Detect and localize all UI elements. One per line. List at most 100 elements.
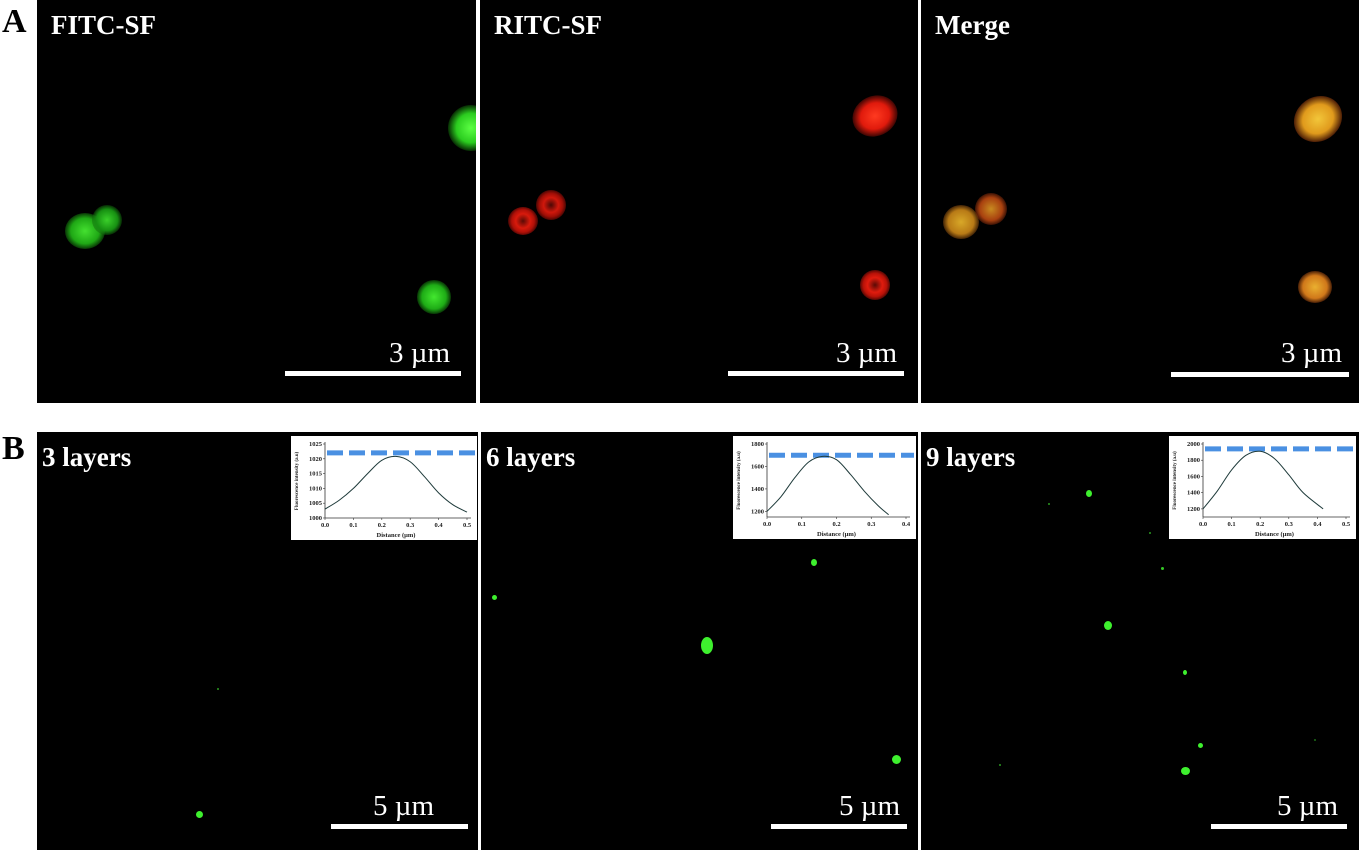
panel-title: 6 layers <box>486 442 576 472</box>
scalebar-label: 3 µm <box>389 337 451 369</box>
intensity-profile-inset: 0.0 0.1 0.2 0.3 0.4 1200 1400 1600 1800 Distance … <box>733 436 916 539</box>
merged-particle <box>1284 86 1352 152</box>
x-tick-label: 0.0 <box>1199 521 1207 528</box>
x-tick-label: 0.0 <box>321 522 329 529</box>
y-tick-label: 1400 <box>1187 490 1200 497</box>
y-tick-label: 1025 <box>309 441 323 448</box>
y-tick-label: 1010 <box>309 485 322 492</box>
x-tick-label: 0.2 <box>378 522 386 529</box>
y-tick-label: 1005 <box>309 500 323 507</box>
row-b-label: B <box>2 430 25 467</box>
panel-ritc-sf: RITC-SF 3 µm <box>480 0 918 403</box>
green-dot <box>1181 767 1190 775</box>
green-dot <box>1198 743 1203 748</box>
scalebar <box>771 824 907 829</box>
intensity-profile-line <box>324 455 468 513</box>
panel-title: FITC-SF <box>51 10 157 40</box>
y-tick-label: 1020 <box>309 456 322 463</box>
red-particle <box>508 207 538 235</box>
merged-particle <box>943 205 979 239</box>
intensity-profile-line <box>1202 450 1324 510</box>
x-axis-title: Distance (µm) <box>1255 531 1294 538</box>
scalebar-label: 3 µm <box>836 337 898 369</box>
y-tick-label: 1015 <box>309 471 323 478</box>
red-particle <box>860 270 890 300</box>
y-tick-label: 1200 <box>1187 506 1200 513</box>
x-tick-label: 0.1 <box>798 521 806 528</box>
x-tick-label: 0.5 <box>463 522 472 529</box>
panel-title: Merge <box>935 10 1010 40</box>
y-tick-label: 1600 <box>1187 473 1200 480</box>
x-axis-title: Distance (µm) <box>817 531 856 538</box>
intensity-profile-inset: 0.0 0.1 0.2 0.3 0.4 0.5 1000 1005 1010 1015 1020 10… <box>291 436 477 540</box>
green-dot <box>1048 503 1050 505</box>
x-axis-title: Distance (µm) <box>377 532 416 539</box>
x-tick-label: 0.2 <box>1256 521 1264 528</box>
green-dot <box>1086 490 1092 497</box>
panel-3-layers: 3 layers 0.0 0.1 0.2 0.3 0.4 0.5 1000 1005 1010 1… <box>37 432 478 850</box>
x-tick-label: 0.2 <box>832 521 840 528</box>
green-dot <box>1161 567 1164 570</box>
green-particle <box>92 205 122 235</box>
green-dot <box>196 811 203 818</box>
intensity-profile-line <box>766 455 889 516</box>
green-dot <box>1104 621 1112 630</box>
x-tick-label: 0.4 <box>1313 521 1322 528</box>
green-dot <box>999 764 1001 766</box>
x-tick-label: 0.3 <box>867 521 876 528</box>
scalebar <box>1171 372 1349 377</box>
green-dot <box>1314 739 1316 741</box>
scalebar-label: 3 µm <box>1281 337 1343 369</box>
x-tick-label: 0.3 <box>406 522 415 529</box>
y-tick-label: 1200 <box>751 508 764 515</box>
x-tick-label: 0.1 <box>1228 521 1236 528</box>
y-axis-title: Fluorescence intensity (a.u) <box>1173 451 1178 510</box>
panel-merge: Merge 3 µm <box>921 0 1359 403</box>
merged-particle <box>1298 271 1332 303</box>
panel-fitc-sf: FITC-SF 3 µm <box>37 0 476 403</box>
green-dot <box>892 755 901 764</box>
intensity-profile-chart: 0.0 0.1 0.2 0.3 0.4 1200 1400 1600 1800 Distance … <box>737 441 914 538</box>
merged-particle <box>975 193 1007 225</box>
panel-9-layers: 9 layers 0.0 0.1 0.2 0.3 0.4 0.5 1200 1400 1600 1… <box>921 432 1359 850</box>
panel-title: RITC-SF <box>494 10 603 40</box>
scalebar-label: 5 µm <box>839 790 901 822</box>
x-tick-label: 0.4 <box>902 521 911 528</box>
y-axis-title: Fluorescence intensity (a.u) <box>295 451 300 510</box>
scalebar <box>728 371 904 376</box>
y-tick-label: 2000 <box>1187 441 1200 448</box>
scalebar-label: 5 µm <box>1277 790 1339 822</box>
panel-title: 3 layers <box>42 442 132 472</box>
green-dot <box>217 688 219 690</box>
scalebar-label: 5 µm <box>373 790 435 822</box>
green-dot <box>811 559 817 566</box>
y-axis-title: Fluorescence intensity (a.u) <box>737 451 742 510</box>
intensity-profile-chart: 0.0 0.1 0.2 0.3 0.4 0.5 1000 1005 1010 1015 1020 10… <box>295 441 475 539</box>
scalebar <box>331 824 468 829</box>
red-particle <box>536 190 566 220</box>
row-a-label: A <box>2 3 27 40</box>
x-tick-label: 0.3 <box>1285 521 1294 528</box>
panel-6-layers: 6 layers 0.0 0.1 0.2 0.3 0.4 1200 1400 1600 1800… <box>481 432 918 850</box>
y-tick-label: 1400 <box>751 486 764 493</box>
y-tick-label: 1600 <box>751 463 764 470</box>
green-particle <box>417 280 451 314</box>
x-tick-label: 0.0 <box>763 521 771 528</box>
green-dot <box>701 637 713 654</box>
scalebar <box>285 371 461 376</box>
intensity-profile-inset: 0.0 0.1 0.2 0.3 0.4 0.5 1200 1400 1600 1800 2000 Di… <box>1169 436 1356 539</box>
red-particle <box>845 88 905 144</box>
green-dot <box>492 595 497 600</box>
y-tick-label: 1800 <box>751 441 764 448</box>
panel-title: 9 layers <box>926 442 1016 472</box>
green-dot <box>1183 670 1187 675</box>
x-tick-label: 0.4 <box>435 522 444 529</box>
green-particle <box>438 95 476 161</box>
y-tick-label: 1800 <box>1187 457 1200 464</box>
y-tick-label: 1000 <box>309 515 322 522</box>
intensity-profile-chart: 0.0 0.1 0.2 0.3 0.4 0.5 1200 1400 1600 1800 2000 Di… <box>1173 441 1354 538</box>
x-tick-label: 0.1 <box>349 522 357 529</box>
scalebar <box>1211 824 1347 829</box>
green-dot <box>1149 532 1151 534</box>
x-tick-label: 0.5 <box>1342 521 1351 528</box>
